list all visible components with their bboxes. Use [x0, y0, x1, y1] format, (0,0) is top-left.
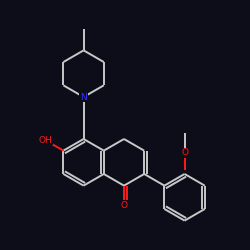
Text: O: O: [120, 201, 128, 210]
Text: O: O: [181, 148, 188, 158]
Text: OH: OH: [38, 136, 52, 145]
Text: N: N: [80, 92, 87, 102]
